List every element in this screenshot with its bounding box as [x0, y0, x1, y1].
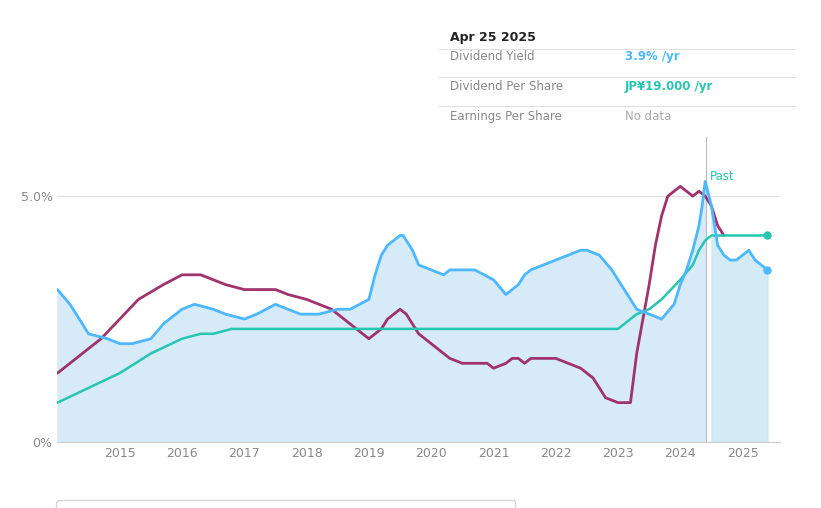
Text: Dividend Yield: Dividend Yield: [450, 50, 534, 64]
Text: Apr 25 2025: Apr 25 2025: [450, 30, 536, 44]
Text: No data: No data: [625, 110, 672, 123]
Text: 3.9% /yr: 3.9% /yr: [625, 50, 680, 64]
Legend: Dividend Yield, Dividend Per Share, Earnings Per Share: Dividend Yield, Dividend Per Share, Earn…: [57, 500, 516, 508]
Text: Earnings Per Share: Earnings Per Share: [450, 110, 562, 123]
Text: Past: Past: [709, 170, 734, 183]
Text: Dividend Per Share: Dividend Per Share: [450, 80, 563, 93]
Text: JP¥19.000 /yr: JP¥19.000 /yr: [625, 80, 713, 93]
